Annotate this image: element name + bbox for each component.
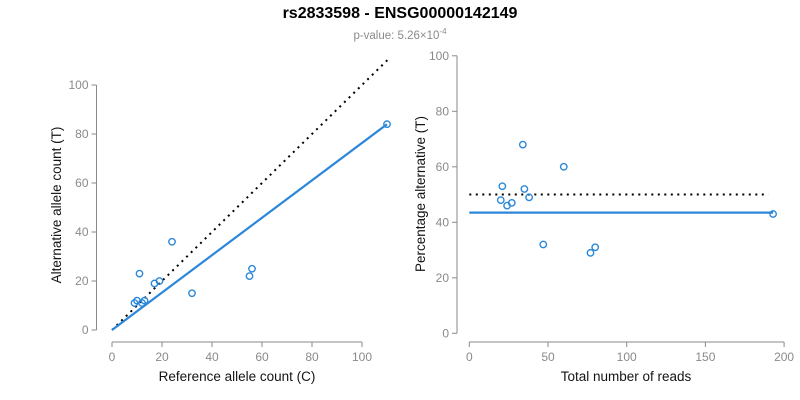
data-point	[188, 289, 196, 298]
right-xaxis-label: Total number of reads	[560, 369, 692, 384]
left-yaxis-label: Alternative allele count (T)	[49, 126, 64, 284]
x-tick-label: 0	[466, 350, 473, 364]
data-point	[559, 162, 568, 171]
data-point	[769, 210, 777, 218]
y-tick-label: 20	[436, 271, 450, 285]
data-point	[155, 277, 164, 285]
x-tick-label: 40	[205, 350, 219, 364]
x-tick-label: 50	[541, 350, 555, 364]
data-point	[586, 248, 595, 257]
fit-line	[111, 123, 388, 331]
y-tick-label: 20	[75, 274, 89, 288]
data-point	[525, 193, 534, 202]
figure-title: rs2833598 - ENSG00000142149	[282, 5, 518, 22]
x-tick-label: 0	[109, 350, 116, 364]
data-point	[135, 269, 144, 278]
y-tick-label: 0	[442, 326, 449, 340]
x-tick-label: 150	[695, 350, 715, 364]
y-tick-label: 40	[75, 225, 89, 239]
right-yaxis-label: Percentage alternative (T)	[413, 115, 428, 273]
data-point	[498, 182, 507, 191]
y-tick-label: 60	[75, 176, 89, 190]
data-point	[539, 240, 548, 249]
y-tick-label: 80	[436, 104, 450, 118]
pvalue-label: p-value:	[353, 29, 398, 42]
y-tick-label: 100	[429, 49, 449, 63]
left-xaxis-label: Reference allele count (C)	[158, 369, 316, 384]
y-tick-label: 60	[436, 160, 450, 174]
pvalue-mantissa: 5.26×10	[397, 29, 440, 42]
data-point	[245, 272, 254, 280]
y-tick-label: 80	[75, 127, 89, 141]
y-tick-label: 0	[82, 323, 89, 337]
data-point	[168, 237, 176, 246]
identity-line	[111, 57, 391, 331]
x-tick-label: 20	[155, 350, 169, 364]
data-point	[520, 185, 529, 193]
x-tick-label: 80	[305, 350, 319, 364]
data-point	[591, 243, 600, 252]
x-tick-label: 200	[774, 350, 794, 364]
data-point	[140, 296, 149, 305]
data-point	[248, 264, 256, 273]
y-tick-label: 100	[68, 78, 88, 92]
x-tick-label: 60	[255, 350, 269, 364]
pvalue-exponent: -4	[439, 27, 447, 36]
y-tick-label: 40	[436, 215, 450, 229]
x-tick-label: 100	[617, 350, 637, 364]
data-point	[383, 120, 391, 129]
data-point	[496, 196, 505, 205]
data-point	[507, 198, 516, 207]
pvalue-subtitle: p-value: 5.26×10-4	[0, 27, 800, 42]
data-point	[518, 140, 527, 149]
x-tick-label: 100	[352, 350, 372, 364]
